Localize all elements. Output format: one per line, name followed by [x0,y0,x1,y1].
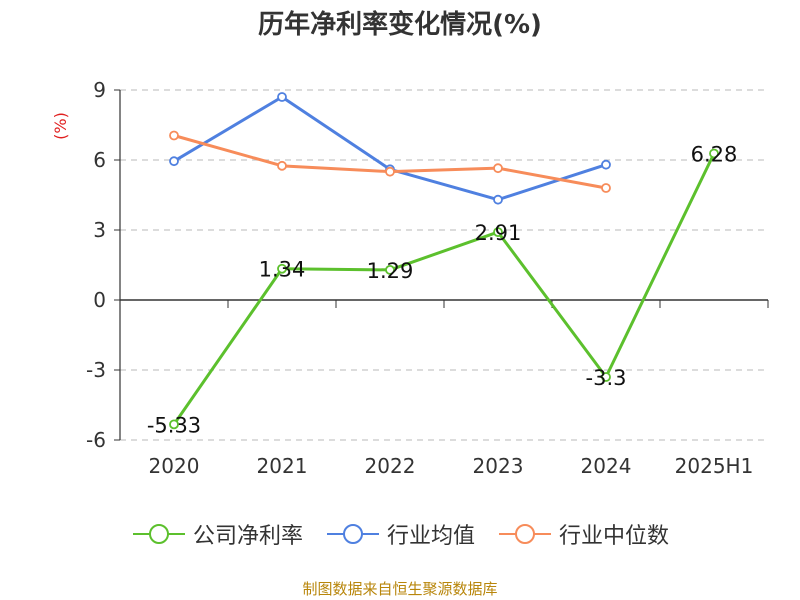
data-label-0: -5.33 [147,413,201,437]
series-2-point-4 [601,183,611,193]
series-1-point-4 [601,159,611,170]
series-line-2 [173,134,607,190]
series-layer [169,92,719,430]
legend-label-company: 公司净利率 [192,524,303,549]
series-2-point-0 [169,130,179,141]
series-2-point-3 [493,163,503,174]
series-0-point-4 [601,372,611,382]
label-layer: -5.33 1.34 1.29 2.91 -3.3 6.28 [147,142,738,437]
y-tick-label-4: 6 [93,148,106,172]
legend-label-industry-mean: 行业均值 [386,524,475,549]
series-2-point-1 [277,160,287,171]
legend-label-industry-median: 行业中位数 [559,524,670,549]
grid-layer [120,89,768,441]
legend: 公司净利率 行业均值 行业中位数 [0,518,800,550]
data-label-1: 1.34 [259,258,306,282]
y-tick-label-3: 3 [93,218,106,242]
series-line-1 [173,95,607,202]
x-tick-label-3: 2023 [473,454,524,478]
legend-item-industry-mean[interactable]: 行业均值 [325,518,475,550]
x-tick-label-4: 2024 [581,454,632,478]
data-label-5: 6.28 [691,142,738,166]
axis-layer: -6 -3 0 3 6 9 (%) 2020 2021 2022 2023 2024 2025H1 [51,78,769,478]
data-label-2: 1.29 [367,259,414,283]
y-tick-label-1: -3 [86,358,106,382]
series-0-point-2 [385,264,395,275]
data-label-3: 2.91 [475,221,522,245]
x-tick-label-2: 2022 [365,454,416,478]
x-tick-label-5: 2025H1 [675,454,754,478]
legend-swatch-industry-median [499,524,551,544]
legend-item-industry-median[interactable]: 行业中位数 [497,518,669,550]
series-1-point-3 [493,194,503,205]
legend-swatch-industry-mean [326,524,379,544]
series-1-point-0 [169,156,179,167]
x-tick-label-1: 2021 [257,454,308,478]
series-1-point-1 [277,92,287,102]
series-0-point-0 [169,419,179,430]
chart-title: 历年净利率变化情况(%) [258,10,542,40]
x-tick-label-0: 2020 [149,454,200,478]
series-0-point-5 [709,148,719,159]
legend-swatch-company [132,524,185,544]
series-line-0 [172,152,716,426]
y-tick-label-0: -6 [86,428,106,452]
series-0-point-3 [493,227,503,238]
data-label-4: -3.3 [586,366,627,390]
legend-item-company[interactable]: 公司净利率 [131,518,303,550]
source-note: 制图数据来自恒生聚源数据库 [302,580,498,598]
y-tick-label-2: 0 [93,288,106,312]
series-0-point-1 [277,263,287,274]
y-axis-label: (%) [51,112,70,140]
y-tick-label-5: 9 [93,78,106,102]
series-2-point-2 [385,166,395,177]
